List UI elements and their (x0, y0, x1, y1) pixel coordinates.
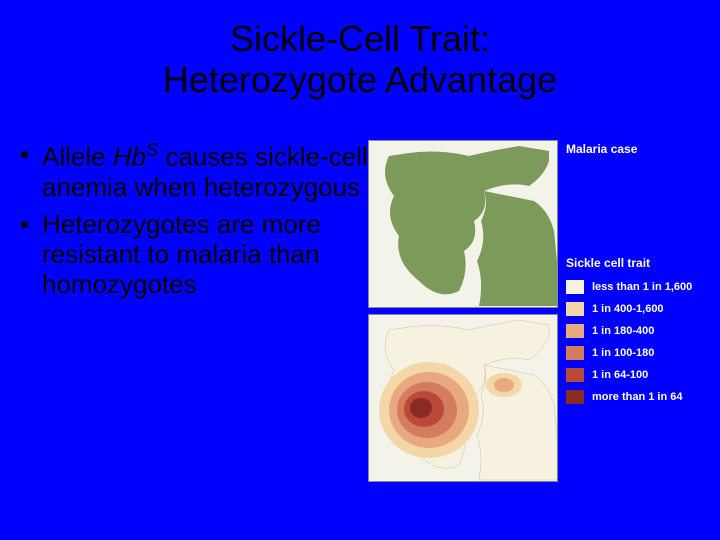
legend-row-1: 1 in 400-1,600 (566, 302, 716, 316)
legend-label-2: 1 in 180-400 (592, 325, 654, 337)
bullet-list: Allele HbS causes sickle-cell anemia whe… (20, 140, 390, 308)
title-line-2: Heterozygote Advantage (0, 59, 720, 100)
legend-row-2: 1 in 180-400 (566, 324, 716, 338)
sickle-map (368, 314, 558, 482)
legend-label-5: more than 1 in 64 (592, 391, 682, 403)
malaria-map (368, 140, 558, 308)
sickle-label: Sickle cell trait (566, 256, 716, 270)
legend-swatch-3 (566, 346, 584, 360)
bullet-1: Allele HbS causes sickle-cell anemia whe… (20, 140, 390, 202)
legend-label-1: 1 in 400-1,600 (592, 303, 664, 315)
allele-sup: S (146, 140, 158, 160)
legend-swatch-4 (566, 368, 584, 382)
malaria-label: Malaria case (566, 142, 716, 156)
title-line-1: Sickle-Cell Trait: (0, 18, 720, 59)
legend-rows: less than 1 in 1,600 1 in 400-1,600 1 in 1… (566, 280, 716, 404)
maps-column (368, 140, 558, 488)
legend-row-4: 1 in 64-100 (566, 368, 716, 382)
slide-title: Sickle-Cell Trait: Heterozygote Advantag… (0, 0, 720, 101)
sickle-map-svg (369, 315, 558, 482)
allele-name: Hb (113, 142, 146, 172)
legend-row-5: more than 1 in 64 (566, 390, 716, 404)
legend-row-0: less than 1 in 1,600 (566, 280, 716, 294)
legend-swatch-1 (566, 302, 584, 316)
malaria-map-svg (369, 141, 558, 308)
legend-label-0: less than 1 in 1,600 (592, 281, 692, 293)
bullet-2: Heterozygotes are more resistant to mala… (20, 210, 390, 300)
legend-swatch-0 (566, 280, 584, 294)
legend-swatch-2 (566, 324, 584, 338)
legend-label-4: 1 in 64-100 (592, 369, 648, 381)
legend-row-3: 1 in 100-180 (566, 346, 716, 360)
bullet-1-pre: Allele (42, 142, 113, 172)
legend-swatch-5 (566, 390, 584, 404)
bullet-2-text: Heterozygotes are more resistant to mala… (42, 209, 321, 299)
legend-label-3: 1 in 100-180 (592, 347, 654, 359)
content-area: Allele HbS causes sickle-cell anemia whe… (0, 140, 720, 540)
legend-area: Malaria case Sickle cell trait less than… (566, 140, 716, 412)
